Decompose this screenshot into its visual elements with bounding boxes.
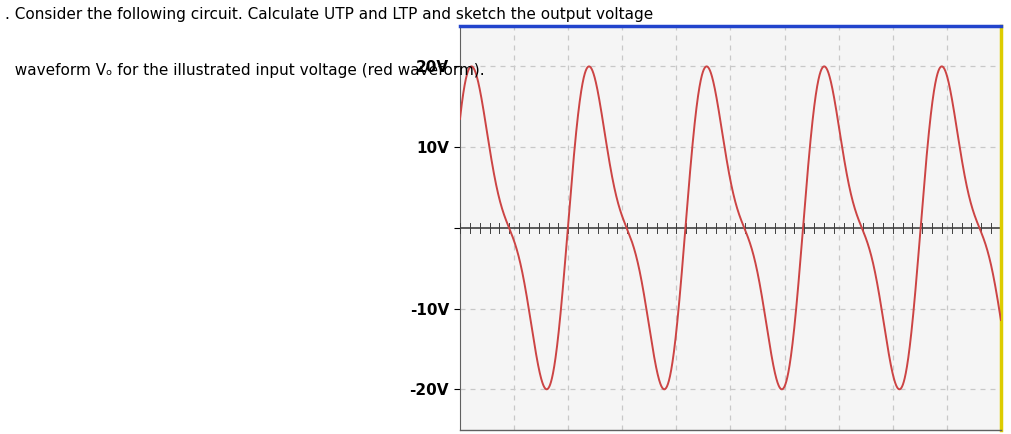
Text: waveform Vₒ for the illustrated input voltage (red waveform).: waveform Vₒ for the illustrated input vo…: [5, 63, 484, 78]
Text: . Consider the following circuit. Calculate UTP and LTP and sketch the output vo: . Consider the following circuit. Calcul…: [5, 7, 653, 22]
